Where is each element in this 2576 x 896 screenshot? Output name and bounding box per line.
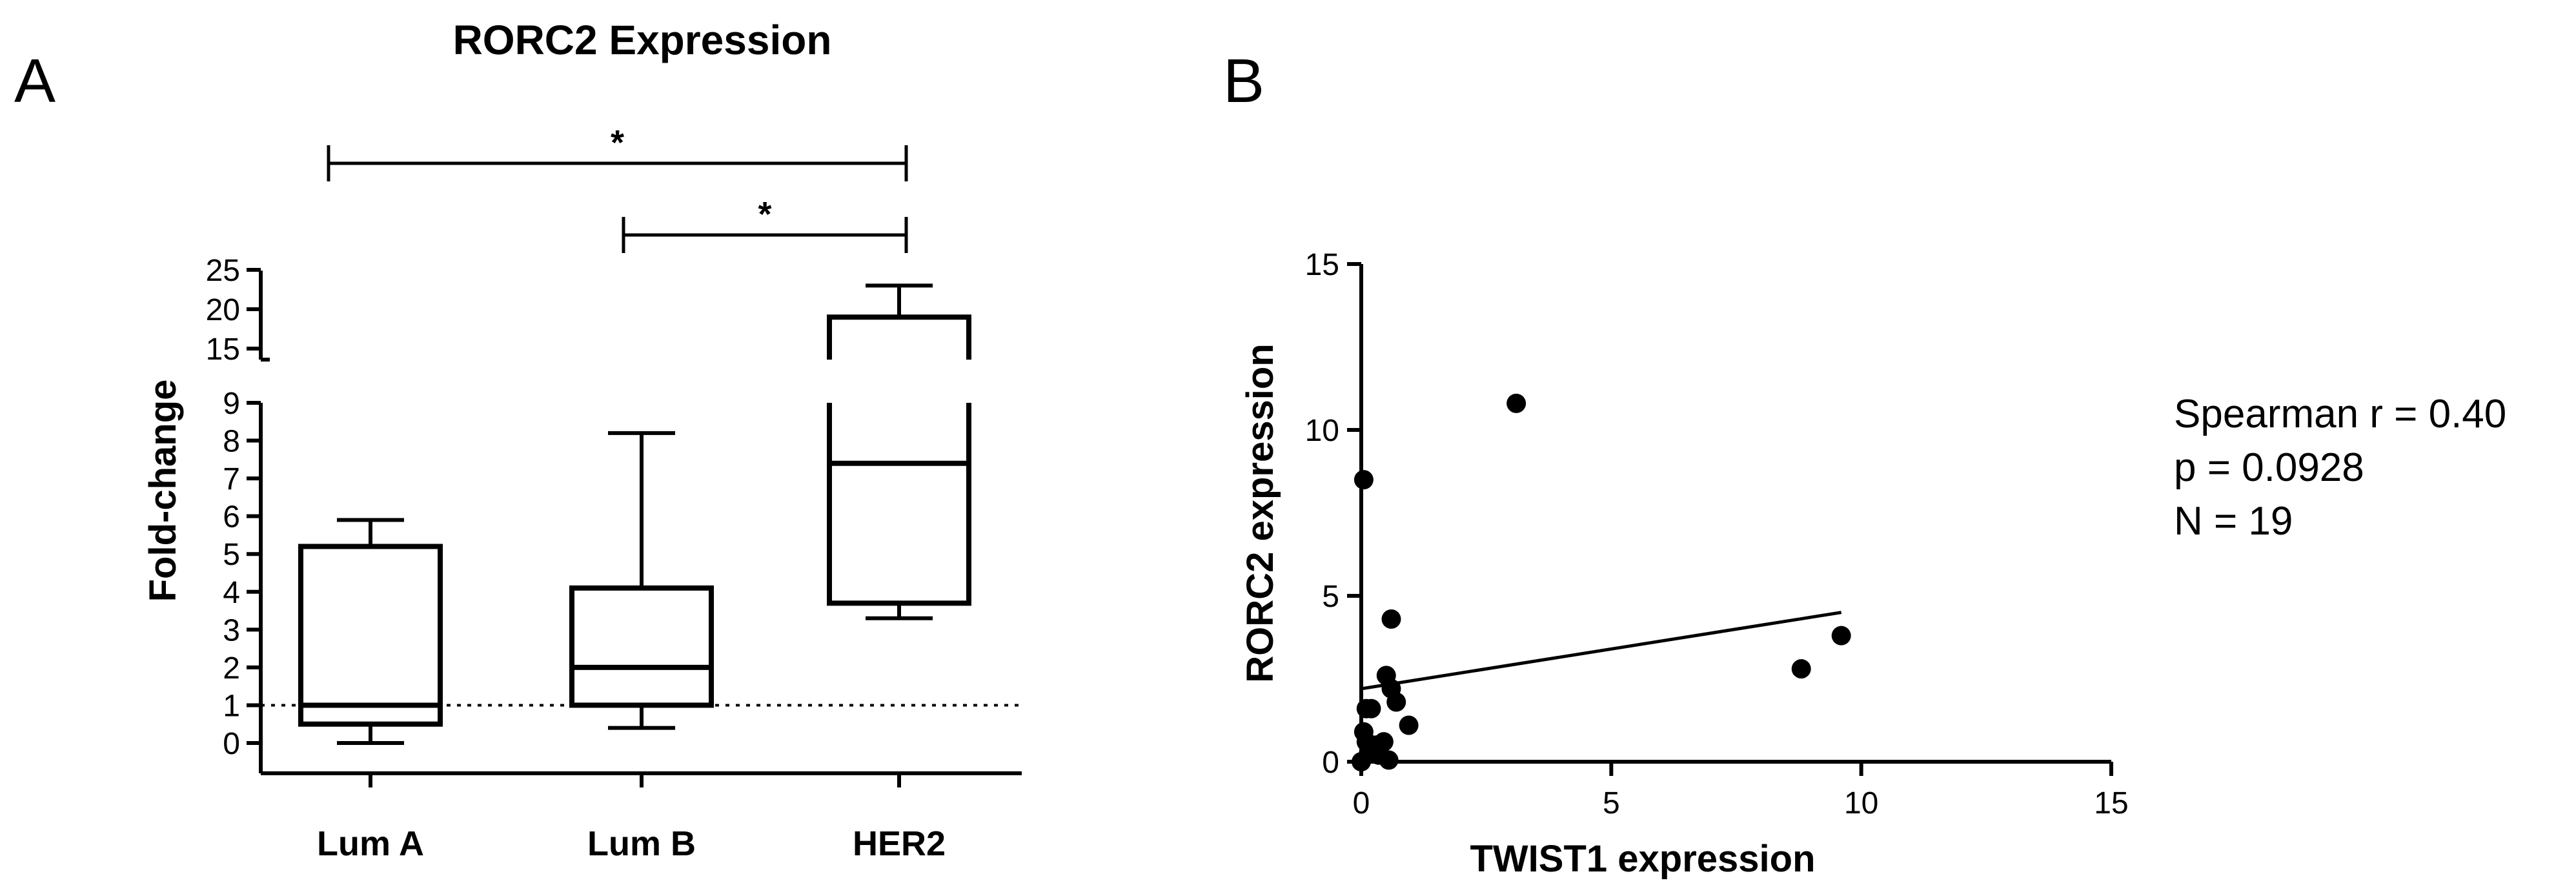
data-point: [1352, 752, 1371, 771]
y-tick-label: 4: [223, 576, 240, 610]
data-point: [1379, 750, 1399, 770]
box-lum-b: [569, 431, 714, 730]
box-chart-ticks: 0 12 34 56 78 9 15 20 25: [206, 254, 261, 761]
panel-a-letter: A: [14, 46, 56, 116]
scatter-stats: Spearman r = 0.40 p = 0.0928 N = 19: [2174, 392, 2506, 544]
stat-p-value: p = 0.0928: [2174, 445, 2364, 490]
scatter-axes: [1359, 264, 2111, 764]
regression-line: [1361, 611, 1842, 691]
y-tick-label: 5: [1322, 580, 1339, 614]
significance-bracket: *: [622, 195, 908, 253]
data-point: [1386, 692, 1406, 712]
scatter-ylabel: RORC2 expression: [1239, 343, 1281, 682]
box-chart-title: RORC2 Expression: [453, 17, 832, 63]
data-point: [1506, 393, 1526, 413]
data-point: [1831, 626, 1851, 646]
data-point: [1354, 470, 1374, 490]
box-body: [569, 585, 714, 708]
box-chart-ylabel: Fold-change: [142, 380, 184, 602]
data-point: [1361, 698, 1381, 718]
data-point: [1381, 609, 1401, 629]
box-chart-significance: **: [327, 123, 908, 253]
x-tick-label: HER2: [853, 824, 946, 863]
y-tick-label: 5: [223, 538, 240, 572]
y-tick-label: 6: [223, 500, 240, 535]
significance-bracket: *: [327, 123, 908, 181]
y-tick-label: 0: [1322, 746, 1339, 780]
box-chart-boxes: [298, 283, 971, 745]
box-chart-categories: Lum A Lum B HER2: [317, 773, 946, 863]
box-lum-a: [298, 518, 443, 745]
y-tick-label: 8: [223, 425, 240, 459]
y-tick-label: 15: [206, 332, 240, 367]
scatter-points: [1352, 393, 1851, 771]
y-tick-label: 25: [206, 254, 240, 288]
y-tick-label: 15: [1305, 248, 1339, 282]
significance-label: *: [611, 123, 624, 162]
y-tick-label: 7: [223, 462, 240, 496]
panel-b-letter: B: [1223, 46, 1264, 116]
data-point: [1791, 659, 1811, 679]
x-tick-label: 15: [2094, 786, 2128, 820]
significance-label: *: [758, 195, 771, 234]
y-tick-label: 0: [223, 727, 240, 761]
x-tick-label: Lum B: [587, 824, 696, 863]
y-tick-label: 1: [223, 689, 240, 723]
y-tick-label: 2: [223, 651, 240, 686]
box-her2: [827, 283, 971, 620]
x-tick-label: 10: [1844, 786, 1878, 820]
scatter-xlabel: TWIST1 expression: [1470, 838, 1815, 880]
y-tick-label: 3: [223, 613, 240, 647]
box-body-lower: [827, 403, 971, 606]
x-tick-label: 5: [1603, 786, 1620, 820]
y-tick-label: 9: [223, 387, 240, 421]
data-point: [1399, 715, 1419, 735]
scatter-ticks: 0 5 10 15 0 5 10 15: [1305, 248, 2129, 820]
x-tick-label: 0: [1353, 786, 1370, 820]
y-tick-label: 20: [206, 293, 240, 327]
stat-n: N = 19: [2174, 499, 2293, 544]
y-tick-label: 10: [1305, 414, 1339, 448]
box-body: [298, 544, 443, 727]
box-body-upper: [827, 314, 971, 360]
scatter-fit-line: [1361, 611, 1842, 691]
x-tick-label: Lum A: [317, 824, 424, 863]
stat-spearman: Spearman r = 0.40: [2174, 392, 2506, 436]
